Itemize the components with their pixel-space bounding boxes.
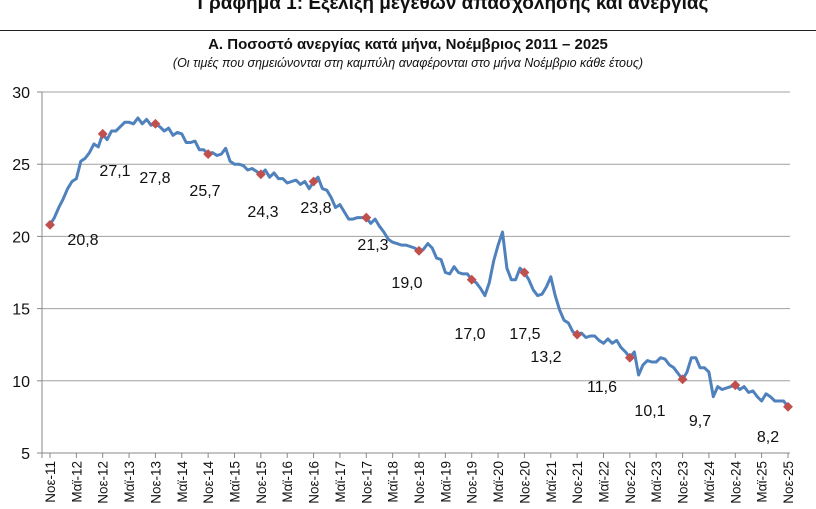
y-tick-label: 15 [12, 302, 30, 319]
x-tick-label: Μαϊ-19 [438, 461, 453, 503]
x-tick-label: Νοε-19 [465, 461, 480, 504]
y-tick-label: 10 [12, 374, 30, 391]
x-tick-label: Μαϊ-22 [597, 461, 612, 503]
november-marker [45, 219, 55, 230]
main-title: Γράφημα 1: Εξέλιξη μεγεθών απασχόλησης κ… [197, 0, 709, 14]
data-label: 20,8 [67, 232, 98, 249]
data-label: 24,3 [247, 204, 278, 221]
november-marker [572, 329, 583, 340]
data-label: 25,7 [189, 183, 220, 200]
x-tick-label: Νοε-15 [254, 461, 269, 504]
november-marker [519, 267, 530, 278]
data-label: 17,5 [509, 326, 540, 343]
x-tick-label: Μαϊ-12 [69, 461, 84, 503]
x-tick-label: Μαϊ-15 [228, 461, 243, 503]
november-marker [677, 374, 688, 385]
x-tick-label: Νοε-14 [201, 461, 216, 504]
chart-title: Α. Ποσοστό ανεργίας κατά μήνα, Νοέμβριος… [208, 36, 608, 53]
x-tick-label: Νοε-24 [728, 461, 743, 504]
x-tick-label: Νοε-12 [96, 461, 111, 504]
november-marker [308, 176, 319, 187]
x-tick-label: Νοε-11 [43, 461, 58, 503]
x-tick-label: Νοε-18 [412, 461, 427, 504]
data-label: 10,1 [634, 403, 665, 420]
y-tick-label: 30 [12, 85, 30, 102]
x-tick-label: Μαϊ-14 [175, 461, 190, 503]
x-tick-label: Μαϊ-16 [280, 461, 295, 503]
x-tick-label: Μαϊ-13 [122, 461, 137, 503]
november-marker [730, 380, 741, 391]
data-label: 27,8 [139, 170, 170, 187]
november-marker [203, 149, 214, 160]
x-tick-label: Μαϊ-23 [649, 461, 664, 503]
x-tick-label: Μαϊ-21 [544, 461, 559, 503]
x-tick-label: Νοε-21 [570, 461, 585, 504]
x-tick-label: Μαϊ-24 [702, 461, 717, 503]
data-label: 23,8 [300, 200, 331, 217]
x-tick-label: Μαϊ-25 [755, 461, 770, 503]
data-label: 11,6 [587, 379, 617, 396]
x-tick-label: Μαϊ-20 [491, 461, 506, 503]
data-label: 19,0 [391, 275, 422, 292]
data-label: 27,1 [99, 163, 130, 180]
data-label: 17,0 [454, 326, 485, 343]
november-marker [361, 212, 372, 223]
november-marker [414, 245, 424, 256]
y-tick-label: 25 [12, 157, 30, 174]
title-divider [0, 30, 816, 31]
november-marker [783, 401, 793, 412]
x-tick-label: Νοε-25 [781, 461, 796, 504]
november-marker [97, 128, 108, 139]
november-marker [255, 169, 266, 180]
chart-note: (Οι τιμές που σημειώνονται στη καμπύλη α… [172, 56, 644, 70]
november-marker [466, 274, 477, 285]
x-tick-label: Νοε-23 [676, 461, 691, 504]
november-marker [624, 352, 635, 363]
november-marker [150, 118, 161, 129]
data-label: 9,7 [689, 413, 711, 430]
x-tick-label: Νοε-22 [623, 461, 638, 504]
y-tick-label: 20 [12, 229, 30, 246]
x-tick-label: Μαϊ-17 [333, 461, 348, 503]
x-tick-label: Νοε-13 [148, 461, 163, 504]
x-tick-label: Νοε-16 [307, 461, 322, 504]
x-tick-label: Νοε-20 [517, 461, 532, 504]
data-label: 13,2 [530, 349, 561, 366]
x-tick-label: Νοε-17 [359, 461, 374, 504]
data-label: 8,2 [757, 429, 779, 446]
x-tick-label: Μαϊ-18 [386, 461, 401, 503]
unemployment-series-line [48, 116, 790, 408]
data-label: 21,3 [357, 237, 388, 254]
y-tick-label: 5 [21, 446, 30, 463]
